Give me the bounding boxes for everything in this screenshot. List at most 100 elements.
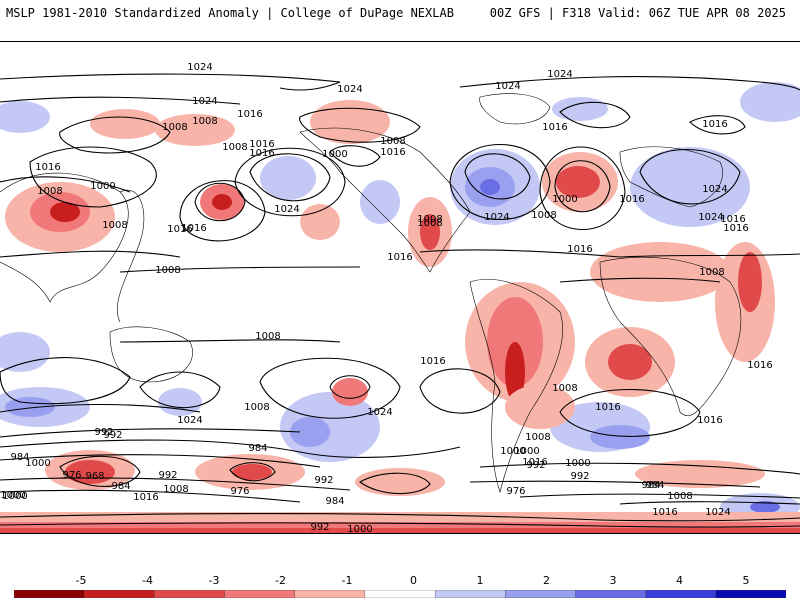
isobar-label: 1016: [697, 415, 722, 426]
isobar-label: 1000: [90, 181, 115, 192]
isobar: [139, 371, 221, 409]
isobar-label: 1024: [274, 204, 299, 215]
coastline-greenland: [479, 93, 551, 125]
isobar-label: 984: [111, 481, 130, 492]
isobar-label: 992: [570, 471, 589, 482]
isobar: [119, 266, 361, 273]
map-svg: 1024 1024 1024 1024 1008 1016 1008 1016 1008 1016…: [0, 62, 800, 533]
colorbar-tick-label: -5: [75, 574, 87, 587]
colorbar-tick-label: -4: [142, 574, 153, 587]
isobar-label: 1008: [37, 186, 62, 197]
isobar-label: 1008: [222, 142, 247, 153]
isobar-label: 984: [10, 452, 29, 463]
isobar-label: 1024: [495, 81, 520, 92]
anomaly-shading: [0, 82, 800, 533]
isobar-label: 1008: [531, 210, 556, 221]
isobar-label: 1008: [102, 220, 127, 231]
anomaly-blob: [0, 101, 50, 133]
isobar-label: 1016: [567, 244, 592, 255]
isobar-label: 1016: [595, 402, 620, 413]
anomaly-blob: [232, 464, 272, 480]
isobar: [0, 489, 301, 503]
isobar-label: 1016: [723, 223, 748, 234]
colorbar-tick-label: 4: [676, 574, 683, 587]
anomaly-map: 1024 1024 1024 1024 1008 1016 1008 1016 1008 1016…: [0, 41, 800, 534]
isobar: [559, 277, 721, 283]
isobar-label: 1016: [387, 252, 412, 263]
isobar: [29, 146, 157, 208]
coastlines: [0, 93, 742, 494]
anomaly-blob: [505, 342, 525, 402]
colorbar-swatch: [575, 590, 647, 598]
isobar-label: 1016: [652, 507, 677, 518]
isobar-label: 976: [230, 486, 249, 497]
isobar-label: 1000: [500, 446, 525, 457]
isobar-label: 992: [314, 475, 333, 486]
isobars: [0, 73, 800, 528]
isobar-label: 1016: [133, 492, 158, 503]
isobar-label: 1008: [192, 116, 217, 127]
coastline-south-america: [469, 279, 563, 494]
isobar-label: 1008: [525, 432, 550, 443]
colorbar-tick-label: 2: [543, 574, 550, 587]
isobar-label: 1008: [667, 491, 692, 502]
isobar-label: 1016: [619, 194, 644, 205]
anomaly-blob: [300, 204, 340, 240]
isobar: [639, 148, 741, 205]
anomaly-blob: [158, 388, 202, 416]
isobar: [329, 375, 371, 399]
anomaly-blob: [290, 417, 330, 447]
anomaly-blob: [552, 97, 608, 121]
colorbar: [14, 590, 786, 598]
isobar-label: 992: [158, 470, 177, 481]
coastline-asia: [0, 172, 129, 303]
isobar-label: 1000: [0, 490, 25, 501]
isobar-label: 992: [94, 427, 113, 438]
isobar: [0, 522, 800, 528]
isobar: [689, 115, 746, 135]
isobar-label: 1000: [347, 524, 372, 533]
anomaly-blob: [360, 180, 400, 224]
isobar: [519, 493, 800, 499]
anomaly-blob: [260, 156, 316, 200]
isobar-label: 984: [641, 480, 660, 491]
colorbar-swatch: [83, 590, 156, 598]
anomaly-blob: [630, 147, 750, 227]
anomaly-blob: [212, 194, 232, 210]
colorbar-swatch: [434, 590, 506, 598]
isobar-label: 1016: [35, 162, 60, 173]
isobar-label: 1024: [705, 507, 730, 518]
isobar-label: 1008: [552, 383, 577, 394]
isobar-label: 1016: [181, 223, 206, 234]
colorbar-tick-label: 3: [609, 574, 617, 587]
isobar-label: 1000: [565, 458, 590, 469]
colorbar-swatch: [715, 590, 786, 598]
anomaly-blob: [480, 179, 500, 195]
anomaly-band: [0, 528, 800, 533]
coastline-north-america: [299, 127, 471, 273]
isobar: [479, 462, 800, 475]
coastline-australia: [109, 326, 193, 383]
isobar-label: 1000: [552, 194, 577, 205]
colorbar-swatch: [364, 590, 436, 598]
anomaly-blob: [420, 214, 440, 250]
isobar: [299, 107, 421, 143]
isobar-label: 1008: [699, 267, 724, 278]
coastline-africa: [599, 256, 742, 417]
colorbar-swatch: [154, 590, 226, 598]
isobar: [229, 462, 276, 482]
isobar-label: 1008: [155, 265, 180, 276]
isobar-label: 992: [310, 522, 329, 533]
isobar: [0, 73, 341, 91]
isobar-label: 1016: [522, 457, 547, 468]
isobar: [464, 153, 531, 200]
colorbar-swatch: [14, 590, 85, 598]
anomaly-blob: [556, 166, 600, 198]
anomaly-blob: [90, 109, 160, 139]
anomaly-blob: [50, 202, 80, 222]
colorbar-tick-label: -1: [341, 574, 353, 587]
isobar-label: 1016: [380, 147, 405, 158]
isobar-label: 1024: [192, 96, 217, 107]
isobar-label: 984: [645, 480, 664, 491]
colorbar-tick-label: 0: [410, 574, 417, 587]
